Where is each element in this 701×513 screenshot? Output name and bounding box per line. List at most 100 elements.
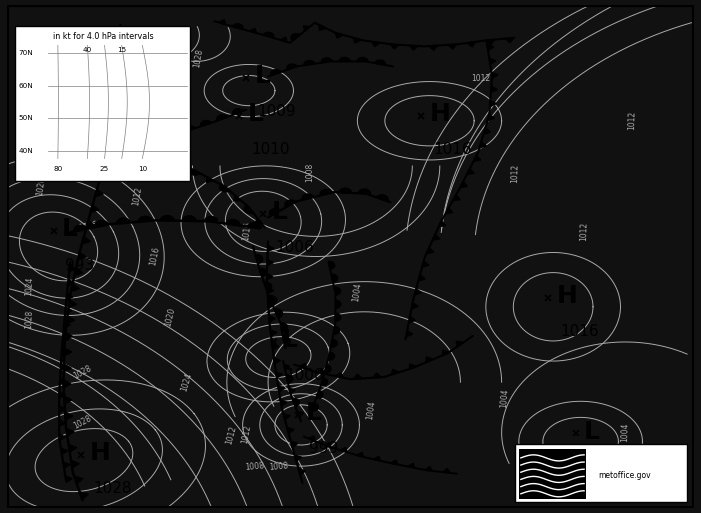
Polygon shape xyxy=(376,195,388,201)
Text: 1016: 1016 xyxy=(433,142,472,157)
FancyBboxPatch shape xyxy=(515,444,687,502)
Polygon shape xyxy=(69,300,76,308)
Text: 60N: 60N xyxy=(19,83,34,89)
Polygon shape xyxy=(319,25,327,30)
Polygon shape xyxy=(82,236,90,244)
Polygon shape xyxy=(390,460,398,465)
Text: H: H xyxy=(557,284,578,308)
Polygon shape xyxy=(244,205,253,213)
Polygon shape xyxy=(490,100,496,107)
Polygon shape xyxy=(328,261,334,269)
Polygon shape xyxy=(491,86,497,92)
Text: 1016: 1016 xyxy=(560,324,599,339)
Polygon shape xyxy=(59,406,65,412)
Polygon shape xyxy=(358,189,371,194)
Polygon shape xyxy=(339,57,350,62)
Text: H: H xyxy=(430,102,450,126)
Text: 999: 999 xyxy=(309,441,339,456)
Polygon shape xyxy=(353,374,362,379)
Polygon shape xyxy=(308,436,315,441)
Polygon shape xyxy=(86,221,95,228)
Polygon shape xyxy=(271,70,281,75)
Polygon shape xyxy=(294,455,301,461)
Polygon shape xyxy=(411,303,418,309)
Polygon shape xyxy=(283,413,290,420)
Text: 1004: 1004 xyxy=(499,388,510,408)
Polygon shape xyxy=(335,33,343,38)
Polygon shape xyxy=(409,364,416,369)
Text: H: H xyxy=(90,441,110,465)
Polygon shape xyxy=(106,142,114,149)
Polygon shape xyxy=(425,466,433,471)
Text: 1000: 1000 xyxy=(285,368,324,383)
Polygon shape xyxy=(63,380,71,388)
Polygon shape xyxy=(182,216,196,221)
Polygon shape xyxy=(66,428,74,436)
Polygon shape xyxy=(269,315,275,322)
Polygon shape xyxy=(264,32,274,38)
Polygon shape xyxy=(291,441,298,447)
Polygon shape xyxy=(268,302,275,308)
Text: 1004: 1004 xyxy=(620,423,630,442)
Polygon shape xyxy=(299,469,306,475)
Polygon shape xyxy=(275,309,283,318)
Polygon shape xyxy=(90,205,99,212)
FancyBboxPatch shape xyxy=(519,448,586,499)
Polygon shape xyxy=(200,121,211,126)
Polygon shape xyxy=(139,216,152,222)
Text: L: L xyxy=(282,328,298,352)
Polygon shape xyxy=(467,42,475,47)
Text: L: L xyxy=(306,401,322,425)
Text: 1024: 1024 xyxy=(180,371,194,393)
Polygon shape xyxy=(280,323,287,331)
Polygon shape xyxy=(331,274,338,282)
Polygon shape xyxy=(283,337,290,346)
Polygon shape xyxy=(406,330,413,337)
Polygon shape xyxy=(486,40,494,45)
Polygon shape xyxy=(100,173,108,181)
Text: L: L xyxy=(271,200,287,224)
Polygon shape xyxy=(357,452,364,457)
Text: 70N: 70N xyxy=(19,50,34,56)
Text: 1004: 1004 xyxy=(352,282,363,302)
FancyBboxPatch shape xyxy=(15,26,191,181)
Polygon shape xyxy=(414,289,421,295)
Polygon shape xyxy=(324,443,331,447)
Polygon shape xyxy=(433,234,440,240)
Text: 1012: 1012 xyxy=(240,424,252,444)
Polygon shape xyxy=(207,177,214,183)
Polygon shape xyxy=(95,189,103,197)
Text: 1024: 1024 xyxy=(162,48,174,68)
Polygon shape xyxy=(64,396,72,404)
Text: 50N: 50N xyxy=(19,115,34,121)
Polygon shape xyxy=(64,364,72,372)
Polygon shape xyxy=(292,399,299,406)
Polygon shape xyxy=(442,350,450,356)
Polygon shape xyxy=(62,336,69,342)
Text: 1016: 1016 xyxy=(242,221,253,242)
Polygon shape xyxy=(60,364,67,370)
Text: 1012: 1012 xyxy=(472,73,491,83)
Polygon shape xyxy=(259,268,267,278)
Polygon shape xyxy=(409,317,416,323)
Polygon shape xyxy=(168,131,179,136)
Polygon shape xyxy=(391,369,399,374)
Text: 10: 10 xyxy=(137,166,147,172)
Polygon shape xyxy=(254,219,262,224)
Polygon shape xyxy=(250,28,257,33)
Polygon shape xyxy=(189,168,200,175)
Polygon shape xyxy=(120,29,128,37)
Text: L: L xyxy=(254,64,270,88)
Polygon shape xyxy=(232,24,243,29)
Polygon shape xyxy=(62,350,68,356)
Text: 1006: 1006 xyxy=(275,240,313,255)
Polygon shape xyxy=(116,135,127,141)
Polygon shape xyxy=(274,358,280,364)
Polygon shape xyxy=(226,220,240,226)
Polygon shape xyxy=(426,357,433,363)
Polygon shape xyxy=(65,476,72,482)
Text: 1004: 1004 xyxy=(365,400,377,420)
Polygon shape xyxy=(426,248,434,253)
Polygon shape xyxy=(118,62,126,69)
Polygon shape xyxy=(467,169,474,174)
